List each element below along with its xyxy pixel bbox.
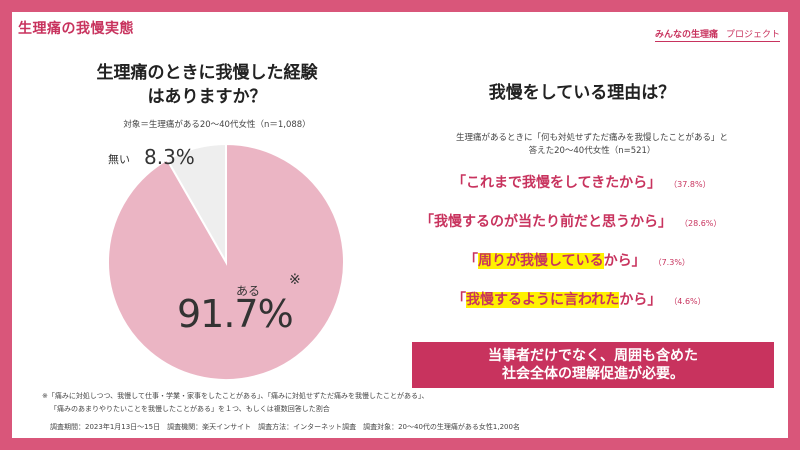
footnote-1: ※「痛みに対処しつつ、我慢して仕事・学業・家事をしたことがある」、「痛みに対処せ… bbox=[42, 392, 429, 400]
reason-text: から bbox=[603, 253, 632, 269]
reason-open-bracket: 「 bbox=[452, 292, 466, 308]
reason-item: 「これまで我慢をしてきたから」 （37.8%） bbox=[452, 172, 711, 192]
logo-underline bbox=[654, 41, 780, 42]
banner-line-2: 社会全体の理解促進が必要。 bbox=[502, 366, 684, 382]
reason-item: 「我慢するのが当たり前だと思うから」 （28.6%） bbox=[420, 211, 721, 231]
asterisk-mark: ※ bbox=[289, 272, 301, 288]
reason-text: 我慢するのが当たり前だと思うから bbox=[434, 214, 658, 230]
pie-label-yes: ある bbox=[236, 284, 261, 298]
question-title: 生理痛のときに我慢した経験 はありますか？ bbox=[72, 61, 342, 109]
reason-open-bracket: 「 bbox=[452, 175, 466, 191]
logo-sub: プロジェクト bbox=[725, 29, 780, 40]
question-line-2: はありますか？ bbox=[147, 87, 267, 107]
page-title: 生理痛の我慢実態 bbox=[18, 21, 134, 37]
reasons-subtitle-line-2: 答えた20〜40代女性（n=521） bbox=[528, 146, 656, 156]
pie-slice-yes bbox=[107, 142, 345, 381]
reason-close-bracket: 」 bbox=[647, 292, 662, 308]
reason-highlight: 周りが我慢している bbox=[478, 253, 604, 269]
pie-slice-none bbox=[165, 142, 227, 266]
reason-close-bracket: 」 bbox=[631, 253, 646, 269]
reason-close-bracket: 」 bbox=[647, 175, 662, 191]
pie-chart bbox=[106, 142, 346, 382]
reason-item: 「周りが我慢しているから」 （7.3%） bbox=[464, 250, 690, 270]
reason-text: これまで我慢をしてきたから bbox=[466, 175, 648, 191]
question-line-1: 生理痛のときに我慢した経験 bbox=[96, 63, 318, 83]
target-note: 対象＝生理痛がある20〜40代女性（n＝1,088） bbox=[123, 120, 311, 130]
logo-text: みんなの生理痛 bbox=[654, 29, 718, 40]
conclusion-banner: 当事者だけでなく、周囲も含めた 社会全体の理解促進が必要。 bbox=[412, 342, 774, 388]
banner-line-1: 当事者だけでなく、周囲も含めた bbox=[488, 348, 698, 364]
slide-frame: 生理痛の我慢実態 みんなの生理痛 プロジェクト 生理痛のときに我慢した経験 はあ… bbox=[12, 12, 788, 438]
reason-highlight: 我慢するように言われた bbox=[466, 292, 620, 308]
pie-svg bbox=[107, 142, 345, 381]
survey-info: 調査期間：2023年1月13日〜15日 調査機関：楽天インサイト 調査方法：イン… bbox=[50, 423, 520, 431]
reason-open-bracket: 「 bbox=[420, 214, 434, 230]
reason-close-bracket: 」 bbox=[658, 214, 672, 230]
reason-open-bracket: 「 bbox=[464, 253, 478, 269]
pie-value-yes: 91.7% bbox=[177, 292, 294, 336]
pie-value-none: 8.3% bbox=[144, 145, 195, 169]
project-logo: みんなの生理痛 プロジェクト bbox=[654, 22, 780, 44]
reason-text: から bbox=[619, 292, 648, 308]
reasons-title: 我慢をしている理由は？ bbox=[488, 83, 676, 103]
reasons-subtitle: 生理痛があるときに「何も対処せずただ痛みを我慢したことがある」と 答えた20〜4… bbox=[407, 132, 777, 158]
reason-percent: （7.3%） bbox=[657, 258, 690, 267]
reason-percent: （4.6%） bbox=[673, 297, 706, 306]
reasons-subtitle-line-1: 生理痛があるときに「何も対処せずただ痛みを我慢したことがある」と bbox=[455, 133, 728, 143]
footnote-2: 「痛みのあまりやりたいことを我慢したことがある」を１つ、もしくは複数回答した割合 bbox=[50, 405, 330, 413]
reason-percent: （37.8%） bbox=[673, 180, 711, 189]
reason-percent: （28.6%） bbox=[684, 219, 722, 228]
pie-label-none: 無い bbox=[108, 153, 130, 166]
reason-item: 「我慢するように言われたから」 （4.6%） bbox=[452, 289, 706, 309]
